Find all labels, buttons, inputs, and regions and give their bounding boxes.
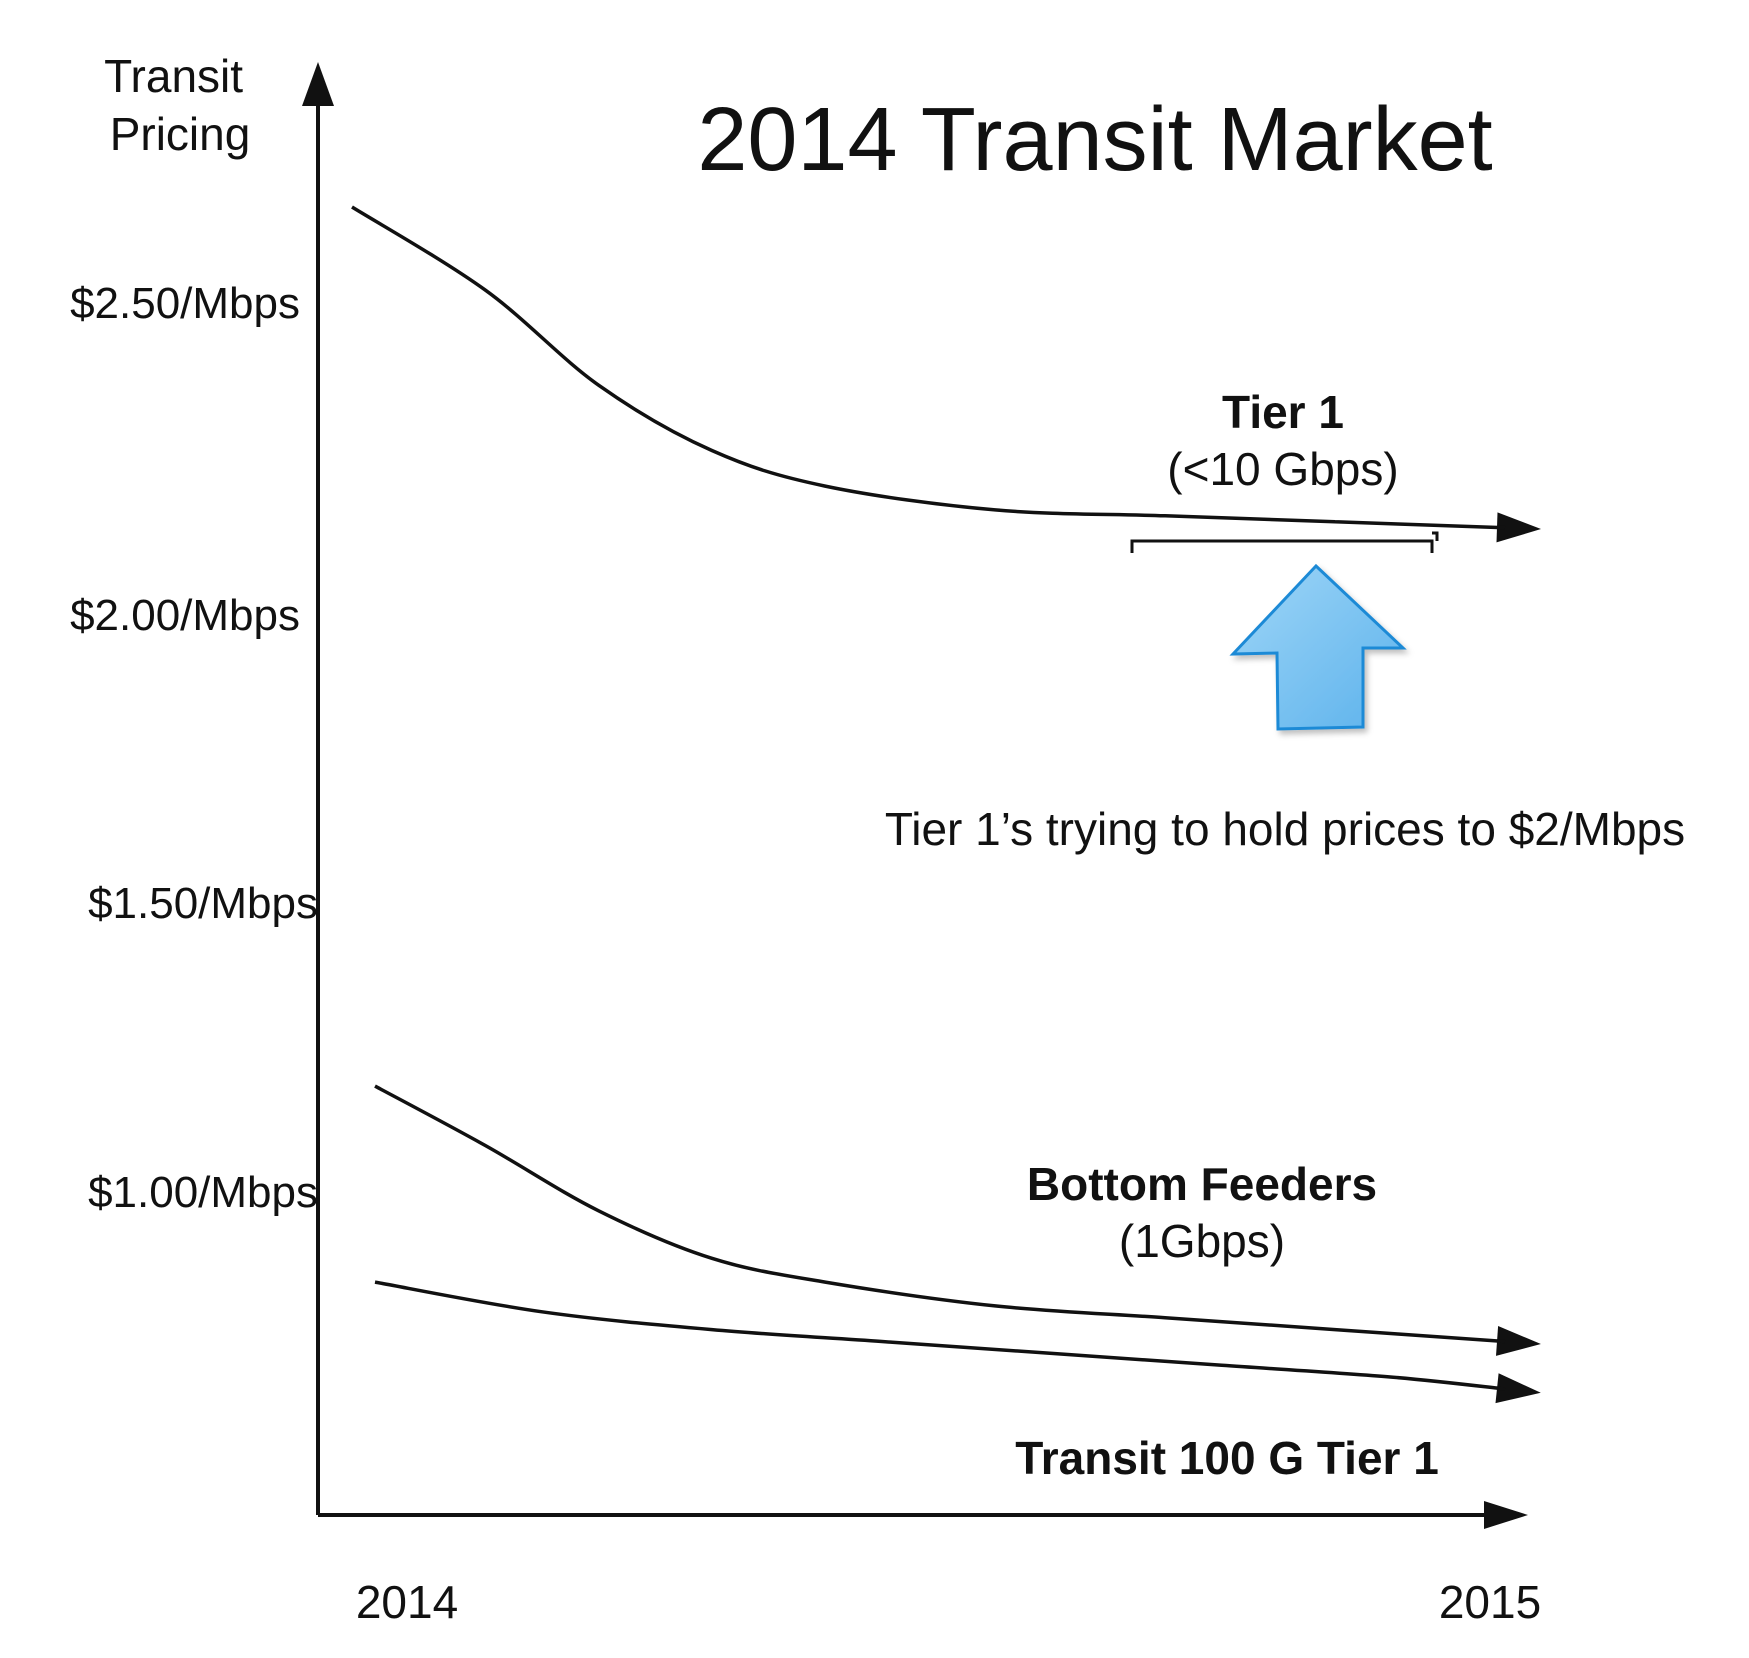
- annotation-price-hold: Tier 1’s trying to hold prices to $2/Mbp…: [885, 531, 1685, 855]
- y-tick-label: $1.00/Mbps: [88, 1168, 318, 1217]
- x-tick-labels: 2014 2015: [356, 1576, 1541, 1628]
- series-label-bottom-feeders: Bottom Feeders: [1027, 1158, 1377, 1210]
- series-arrowhead: [1496, 1326, 1541, 1356]
- y-axis-arrowhead: [302, 62, 334, 106]
- y-axis-label-line-2: Pricing: [110, 108, 251, 160]
- y-tick-label: $2.00/Mbps: [70, 591, 300, 640]
- series-line: [374, 1084, 1506, 1344]
- series-layer: [351, 205, 1541, 1404]
- series-label-transit-100g: Transit 100 G Tier 1: [1015, 1432, 1439, 1484]
- x-tick-label: 2014: [356, 1576, 458, 1628]
- series-sublabel-tier1: (<10 Gbps): [1167, 443, 1398, 495]
- y-tick-label: $1.50/Mbps: [88, 879, 318, 928]
- y-tick-label: $2.50/Mbps: [70, 279, 300, 328]
- y-tick-labels: $2.50/Mbps $2.00/Mbps $1.50/Mbps $1.00/M…: [70, 279, 318, 1217]
- series-line: [374, 1280, 1506, 1391]
- series-line: [351, 205, 1506, 530]
- annotation-bracket: [1130, 531, 1439, 553]
- series-arrowhead: [1496, 512, 1541, 543]
- y-axis-label-line-1: Transit: [104, 50, 243, 102]
- series-labels: Tier 1 (<10 Gbps) Bottom Feeders (1Gbps)…: [1015, 386, 1439, 1484]
- up-arrow-icon: [1229, 563, 1407, 731]
- annotation-text: Tier 1’s trying to hold prices to $2/Mbp…: [885, 803, 1685, 855]
- series-label-tier1: Tier 1: [1222, 386, 1344, 438]
- axes: [302, 62, 1528, 1529]
- y-axis-label: Transit Pricing: [104, 50, 256, 160]
- series-arrowhead: [1495, 1373, 1541, 1404]
- chart-title: 2014 Transit Market: [697, 90, 1492, 190]
- x-axis-arrowhead: [1484, 1501, 1528, 1529]
- series-line-end: [1496, 1386, 1506, 1391]
- x-tick-label: 2015: [1439, 1576, 1541, 1628]
- series-line-end: [1496, 1339, 1506, 1344]
- series-sublabel-bottom-feeders: (1Gbps): [1119, 1215, 1285, 1267]
